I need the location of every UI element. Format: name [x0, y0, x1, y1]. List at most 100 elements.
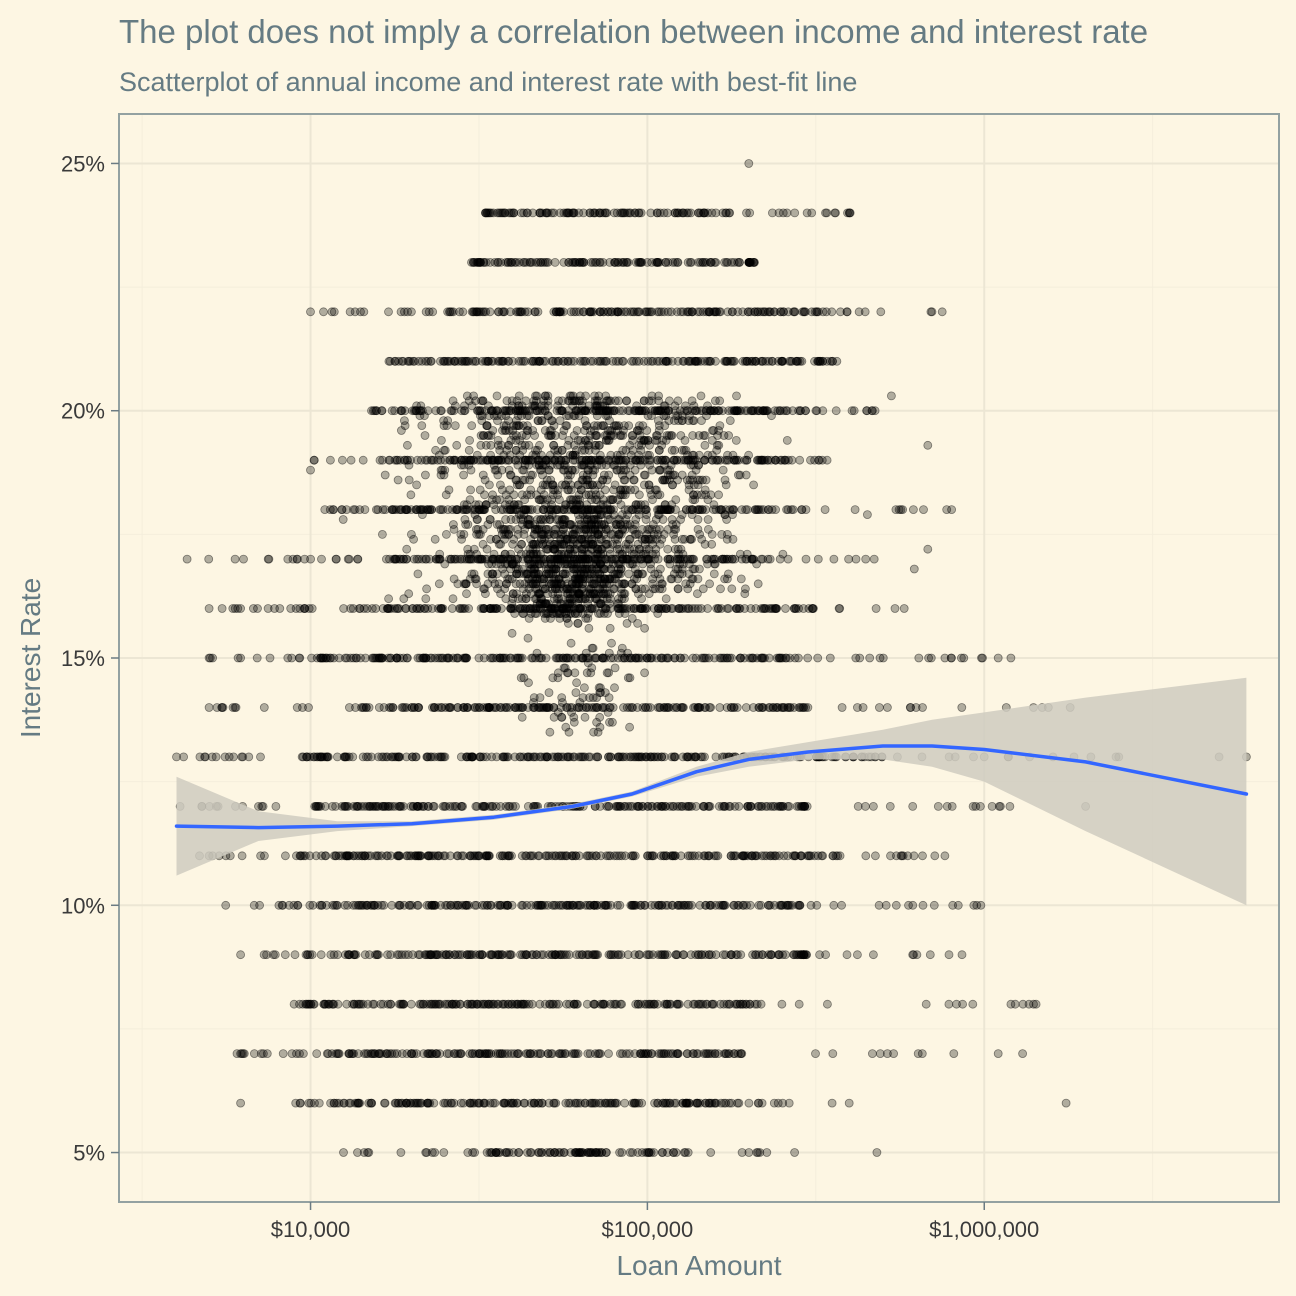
data-point [551, 999, 561, 1009]
data-point [548, 900, 557, 910]
data-point [439, 851, 449, 861]
data-point [514, 391, 524, 401]
data-point [580, 1098, 590, 1108]
data-point [593, 1049, 603, 1058]
data-point [573, 1148, 583, 1157]
data-point [394, 999, 404, 1009]
data-point [468, 1049, 478, 1058]
data-point [274, 900, 284, 910]
data-point [538, 257, 548, 267]
data-point [889, 1049, 898, 1058]
data-point [601, 1098, 611, 1108]
data-point [523, 752, 533, 762]
data-point [570, 1049, 580, 1058]
data-point [492, 391, 502, 401]
data-point [265, 653, 275, 663]
data-point [576, 1098, 585, 1108]
data-point [314, 1098, 324, 1108]
data-point [811, 406, 821, 416]
data-point [741, 470, 751, 480]
data-point [570, 999, 579, 1009]
data-point [447, 1098, 457, 1108]
data-point [909, 505, 918, 515]
data-point [563, 900, 573, 910]
data-point [662, 703, 672, 712]
data-point [575, 1148, 585, 1157]
data-point [453, 851, 463, 861]
data-point [853, 802, 863, 811]
data-point [537, 1098, 547, 1108]
data-point [456, 1049, 466, 1058]
data-point [875, 1049, 885, 1058]
data-point [422, 1098, 432, 1108]
data-point [464, 445, 474, 455]
data-point [618, 406, 628, 416]
data-point [678, 950, 688, 960]
data-point [700, 950, 710, 960]
data-point [534, 1098, 544, 1108]
data-point [406, 1049, 416, 1058]
data-point [779, 851, 789, 861]
data-point [671, 1148, 681, 1157]
data-point [668, 1049, 678, 1058]
data-point [463, 1148, 473, 1157]
data-point [237, 1049, 247, 1058]
data-point [413, 1098, 422, 1108]
data-point [551, 1098, 561, 1108]
data-point [418, 999, 428, 1009]
data-point [825, 653, 835, 663]
data-point [370, 1049, 380, 1058]
data-point [554, 1049, 564, 1058]
data-point [303, 999, 313, 1009]
data-point [500, 1098, 510, 1108]
data-point [536, 1049, 546, 1058]
data-point [691, 752, 700, 762]
data-point [533, 900, 543, 910]
data-point [653, 1098, 662, 1108]
data-point [740, 356, 750, 366]
data-point [673, 999, 683, 1009]
data-point [602, 1098, 612, 1108]
data-point [287, 653, 297, 663]
data-point [406, 802, 416, 811]
data-point [550, 1148, 559, 1157]
data-point [630, 1098, 640, 1108]
data-point [485, 1098, 495, 1108]
data-point [704, 1098, 714, 1108]
data-point [623, 648, 632, 658]
data-point [348, 999, 358, 1009]
data-point [656, 1049, 666, 1058]
data-point [484, 1049, 494, 1058]
data-point [390, 1098, 400, 1108]
data-point [310, 1098, 319, 1108]
data-point [449, 356, 459, 366]
data-point [500, 999, 510, 1009]
data-point [822, 307, 831, 317]
data-point [600, 999, 610, 1009]
data-point [628, 1148, 637, 1157]
data-point [431, 1049, 441, 1058]
data-point [681, 1098, 691, 1108]
data-point [731, 435, 741, 445]
data-point [465, 1098, 475, 1108]
data-point [917, 1049, 927, 1058]
data-point [929, 900, 939, 910]
data-point [536, 950, 546, 960]
data-point [634, 510, 644, 519]
data-point [450, 1049, 460, 1058]
data-point [577, 950, 587, 960]
data-point [571, 1049, 581, 1058]
data-point [792, 356, 802, 366]
data-point [582, 999, 592, 1009]
data-point [746, 406, 756, 416]
data-point [390, 604, 400, 613]
data-point [957, 950, 967, 960]
data-point [328, 999, 337, 1009]
data-point [790, 851, 799, 861]
data-point [1031, 999, 1041, 1009]
data-point [665, 999, 674, 1009]
data-point [427, 1049, 437, 1058]
data-point [571, 688, 581, 697]
data-point [544, 1098, 554, 1108]
data-point [499, 752, 509, 762]
